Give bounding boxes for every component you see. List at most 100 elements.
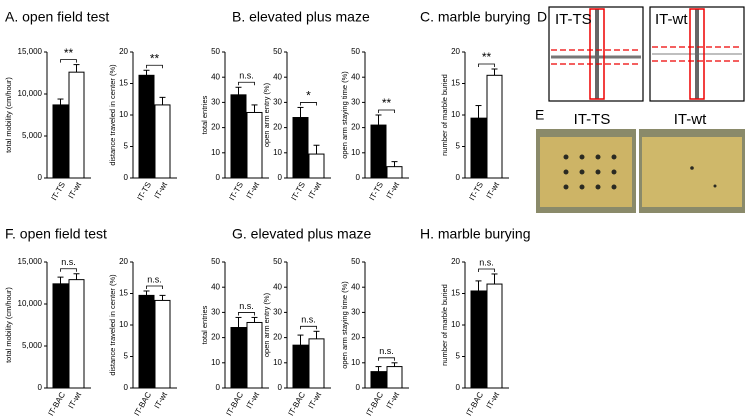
bar (68, 279, 85, 389)
y-tick-label: 50 (211, 257, 220, 266)
significance-label: n.s. (61, 257, 76, 267)
panel-title: G. elevated plus maze (232, 226, 372, 242)
y-axis-label: total entries (200, 95, 209, 134)
y-axis-label: total mobility (cm/hour) (4, 77, 13, 153)
significance-label: n.s. (479, 257, 494, 267)
closed-arm (589, 8, 605, 100)
y-axis-label: distance traveled in center (%) (108, 64, 117, 166)
bar (486, 74, 503, 179)
bar (292, 344, 309, 389)
y-tick-label: 10 (451, 110, 460, 119)
significance-bracket (378, 357, 395, 361)
y-tick-label: 10 (273, 358, 282, 367)
y-tick-label: 20 (211, 333, 220, 342)
significance-bracket (300, 325, 317, 330)
bar (52, 283, 69, 389)
y-tick-label: 0 (38, 173, 43, 182)
y-tick-label: 30 (351, 308, 360, 317)
bar (308, 153, 325, 179)
significance-bracket (478, 268, 495, 272)
y-axis-label: number of marble buried (440, 284, 449, 366)
y-tick-label: 15 (119, 79, 128, 88)
y-tick-label: 0 (124, 173, 129, 182)
significance-bracket (238, 81, 255, 86)
bar (470, 117, 487, 179)
bedding (642, 137, 742, 207)
y-tick-label: 10 (211, 148, 220, 157)
bar (292, 117, 309, 179)
y-tick-label: 20 (273, 333, 282, 342)
y-tick-label: 30 (211, 98, 220, 107)
bar (308, 338, 325, 389)
y-tick-label: 0 (278, 173, 283, 182)
y-tick-label: 20 (273, 123, 282, 132)
y-tick-label: 50 (351, 257, 360, 266)
y-tick-label: 40 (351, 72, 360, 81)
bar (246, 321, 263, 389)
y-tick-label: 20 (119, 47, 128, 56)
panel-title: F. open field test (5, 226, 107, 242)
group-label: IT-wt (674, 111, 707, 128)
bar (68, 71, 85, 179)
significance-label: ** (382, 96, 392, 110)
y-tick-label: 5 (124, 142, 129, 151)
y-tick-label: 0 (216, 383, 221, 392)
panel-title: E (535, 107, 544, 123)
y-tick-label: 0 (38, 383, 43, 392)
y-axis-label: open arm staying time (%) (340, 71, 349, 159)
panel-title: A. open field test (5, 9, 109, 25)
bar (154, 299, 171, 389)
maze-trace-panel: IT-TS IT-wt (548, 6, 745, 102)
panel-title: D (537, 9, 547, 25)
significance-label: n.s. (379, 346, 394, 356)
significance-label: n.s. (147, 274, 162, 284)
significance-label: n.s. (239, 301, 254, 311)
y-tick-label: 50 (211, 47, 220, 56)
y-tick-label: 20 (211, 123, 220, 132)
y-tick-label: 10 (351, 358, 360, 367)
bedding (540, 137, 632, 207)
bar (386, 166, 403, 179)
y-tick-label: 5 (456, 142, 461, 151)
y-tick-label: 10 (211, 358, 220, 367)
y-axis-label: open arm entry (%) (262, 292, 271, 357)
y-tick-label: 20 (351, 333, 360, 342)
y-tick-label: 5 (456, 352, 461, 361)
y-axis-label: number of marble buried (440, 74, 449, 156)
y-axis-label: open arm staying time (%) (340, 281, 349, 369)
y-axis-label: distance traveled in center (%) (108, 274, 117, 376)
marbles (563, 154, 717, 190)
y-tick-label: 0 (216, 173, 221, 182)
y-tick-label: 40 (351, 282, 360, 291)
y-tick-label: 10 (351, 148, 360, 157)
bar (138, 294, 155, 389)
significance-bracket (60, 268, 77, 272)
significance-label: ** (482, 50, 492, 64)
y-tick-label: 10 (119, 320, 128, 329)
y-tick-label: 10 (273, 148, 282, 157)
significance-bracket (146, 285, 163, 289)
significance-label: * (306, 89, 311, 103)
y-tick-label: 50 (273, 47, 282, 56)
group-label: IT-wt (655, 11, 688, 28)
y-axis-label: total mobility (cm/hour) (4, 287, 13, 363)
y-tick-label: 10,000 (18, 299, 43, 308)
y-tick-label: 15,000 (18, 257, 43, 266)
y-tick-label: 0 (456, 173, 461, 182)
y-tick-label: 0 (124, 383, 129, 392)
marble-photo-panel: IT-TS IT-wt (536, 111, 745, 213)
significance-bracket (146, 64, 163, 69)
label-bg (552, 10, 588, 28)
y-tick-label: 15,000 (18, 47, 43, 56)
y-tick-label: 50 (351, 47, 360, 56)
bar (370, 124, 387, 179)
panel-title: B. elevated plus maze (232, 9, 370, 25)
significance-label: ** (64, 46, 74, 60)
panel-title: H. marble burying (420, 226, 531, 242)
y-tick-label: 40 (211, 282, 220, 291)
y-tick-label: 40 (273, 282, 282, 291)
y-tick-label: 40 (273, 72, 282, 81)
closed-arm (689, 8, 705, 100)
bar (52, 104, 69, 179)
